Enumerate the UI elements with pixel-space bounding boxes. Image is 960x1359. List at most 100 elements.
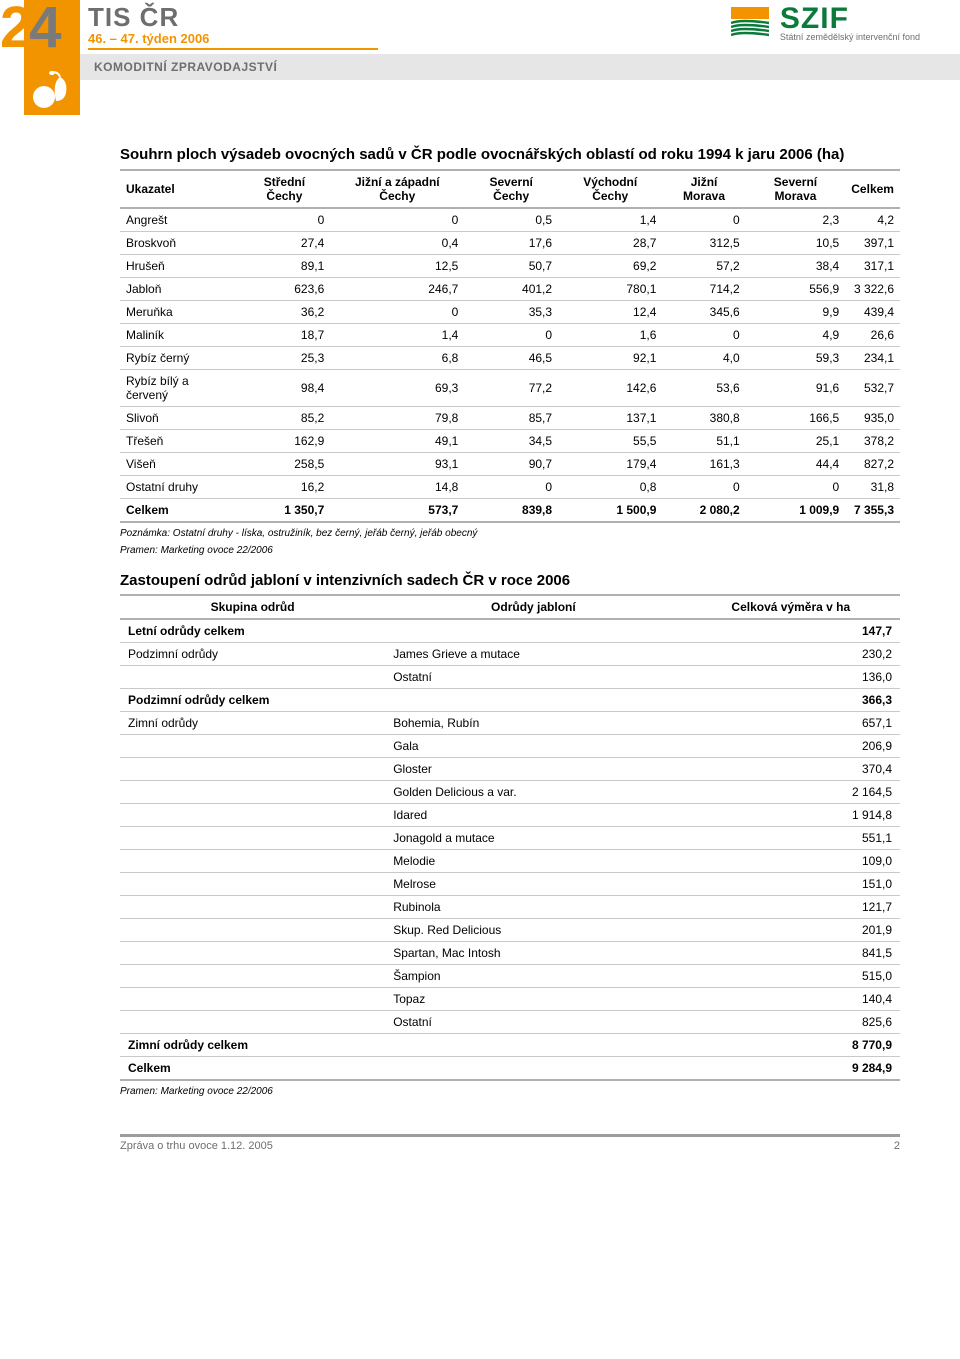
- table-row: Rybíz bílý a červený98,469,377,2142,653,…: [120, 369, 900, 406]
- table-cell: Celkem: [120, 498, 239, 522]
- table-cell: [120, 781, 385, 804]
- table-cell: Zimní odrůdy: [120, 712, 385, 735]
- table-cell: 140,4: [682, 988, 900, 1011]
- t1-col-1: Střední Čechy: [239, 170, 331, 208]
- table-cell: [120, 827, 385, 850]
- table-row: Gala206,9: [120, 735, 900, 758]
- table-cell: 79,8: [330, 406, 464, 429]
- strip-label: KOMODITNÍ ZPRAVODAJSTVÍ: [80, 54, 960, 74]
- szif-subtitle: Státní zemědělský intervenční fond: [780, 32, 920, 42]
- table-cell: 137,1: [558, 406, 662, 429]
- table-cell: 69,3: [330, 369, 464, 406]
- table-cell: 50,7: [464, 254, 558, 277]
- table-cell: 556,9: [746, 277, 846, 300]
- table-row: Hrušeň89,112,550,769,257,238,4317,1: [120, 254, 900, 277]
- table-cell: 7 355,3: [845, 498, 900, 522]
- table-cell: 1 500,9: [558, 498, 662, 522]
- table-cell: 12,5: [330, 254, 464, 277]
- t1-col-3: Severní Čechy: [464, 170, 558, 208]
- table-cell: 59,3: [746, 346, 846, 369]
- table-cell: 77,2: [464, 369, 558, 406]
- table-row-total: Celkem1 350,7573,7839,81 500,92 080,21 0…: [120, 498, 900, 522]
- table-cell: 378,2: [845, 429, 900, 452]
- t1-col-6: Severní Morava: [746, 170, 846, 208]
- page-footer: Zpráva o trhu ovoce 1.12. 2005 2: [0, 1098, 960, 1152]
- table-cell: 26,6: [845, 323, 900, 346]
- table-cell: Angrešt: [120, 208, 239, 232]
- table-row: Višeň258,593,190,7179,4161,344,4827,2: [120, 452, 900, 475]
- table-cell: 0: [662, 323, 745, 346]
- table-cell: Ostatní druhy: [120, 475, 239, 498]
- table-cell: 44,4: [746, 452, 846, 475]
- table-cell: Celkem: [120, 1057, 385, 1081]
- szif-logo-icon: [731, 7, 769, 42]
- page-number-d1: 2: [0, 0, 29, 60]
- table-cell: 57,2: [662, 254, 745, 277]
- orange-rule: [88, 48, 378, 50]
- table-row: Jabloň623,6246,7401,2780,1714,2556,93 32…: [120, 277, 900, 300]
- table-cell: 142,6: [558, 369, 662, 406]
- table-cell: 532,7: [845, 369, 900, 406]
- table-row: Spartan, Mac Intosh841,5: [120, 942, 900, 965]
- table-cell: 1 350,7: [239, 498, 331, 522]
- table-cell: 623,6: [239, 277, 331, 300]
- table-cell: 841,5: [682, 942, 900, 965]
- table-cell: 839,8: [464, 498, 558, 522]
- table-cell: 89,1: [239, 254, 331, 277]
- table-cell: 827,2: [845, 452, 900, 475]
- table-cell: 714,2: [662, 277, 745, 300]
- table-cell: [120, 804, 385, 827]
- table-cell: 27,4: [239, 231, 331, 254]
- table-row: Podzimní odrůdy celkem 366,3: [120, 689, 900, 712]
- table-cell: 49,1: [330, 429, 464, 452]
- table-cell: 36,2: [239, 300, 331, 323]
- table-row: Golden Delicious a var.2 164,5: [120, 781, 900, 804]
- table-cell: [385, 689, 681, 712]
- table-cell: 34,5: [464, 429, 558, 452]
- tis-block: TIS ČR 46. – 47. týden 2006: [88, 2, 209, 46]
- table-row: Ostatní136,0: [120, 666, 900, 689]
- table-cell: 6,8: [330, 346, 464, 369]
- table-cell: Spartan, Mac Intosh: [385, 942, 681, 965]
- table-cell: 206,9: [682, 735, 900, 758]
- tis-label: TIS ČR: [88, 2, 209, 33]
- table-cell: 1 914,8: [682, 804, 900, 827]
- table1-note2: Pramen: Marketing ovoce 22/2006: [120, 544, 900, 557]
- table-cell: 439,4: [845, 300, 900, 323]
- table1: Ukazatel Střední Čechy Jižní a západní Č…: [120, 169, 900, 523]
- table1-note1: Poznámka: Ostatní druhy - líska, ostruži…: [120, 527, 900, 540]
- table-cell: 136,0: [682, 666, 900, 689]
- table-cell: Melodie: [385, 850, 681, 873]
- table-cell: [120, 942, 385, 965]
- table-cell: 246,7: [330, 277, 464, 300]
- table-cell: 0: [746, 475, 846, 498]
- table-cell: 1,6: [558, 323, 662, 346]
- table-cell: 0: [239, 208, 331, 232]
- table-cell: [120, 988, 385, 1011]
- table-cell: Jonagold a mutace: [385, 827, 681, 850]
- table-cell: 0: [662, 475, 745, 498]
- table-cell: 10,5: [746, 231, 846, 254]
- table-cell: Meruňka: [120, 300, 239, 323]
- table-row: Slivoň85,279,885,7137,1380,8166,5935,0: [120, 406, 900, 429]
- table-cell: 69,2: [558, 254, 662, 277]
- table-cell: Šampion: [385, 965, 681, 988]
- table-row: Broskvoň27,40,417,628,7312,510,5397,1: [120, 231, 900, 254]
- table-cell: 18,7: [239, 323, 331, 346]
- table-cell: 234,1: [845, 346, 900, 369]
- table-cell: [120, 919, 385, 942]
- table-cell: 179,4: [558, 452, 662, 475]
- table-cell: Skup. Red Delicious: [385, 919, 681, 942]
- table2-title: Zastoupení odrůd jabloní v intenzivních …: [120, 571, 900, 591]
- table-cell: Rybíz bílý a červený: [120, 369, 239, 406]
- table-row: Jonagold a mutace551,1: [120, 827, 900, 850]
- table2: Skupina odrůd Odrůdy jabloní Celková vým…: [120, 594, 900, 1081]
- table-row: Angrešt000,51,402,34,2: [120, 208, 900, 232]
- table-cell: 935,0: [845, 406, 900, 429]
- table-cell: Podzimní odrůdy celkem: [120, 689, 385, 712]
- table-row: Melrose151,0: [120, 873, 900, 896]
- table-cell: 366,3: [682, 689, 900, 712]
- table-cell: 380,8: [662, 406, 745, 429]
- table-cell: 90,7: [464, 452, 558, 475]
- t2-col-2: Celková výměra v ha: [682, 595, 900, 619]
